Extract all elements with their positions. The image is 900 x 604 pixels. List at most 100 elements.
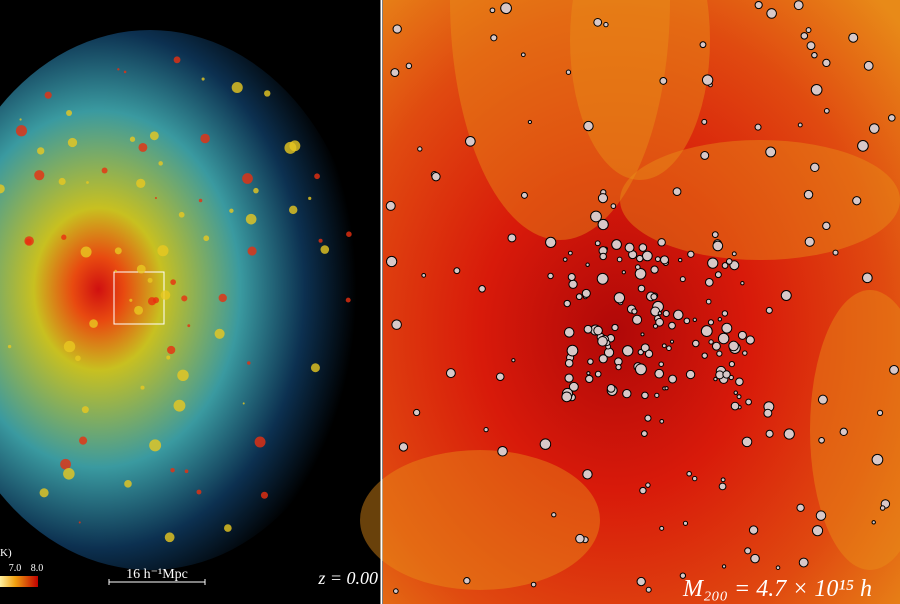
subhalo: [593, 325, 603, 336]
subhalo: [621, 270, 626, 275]
knot: [254, 436, 266, 448]
knot: [114, 247, 122, 255]
subhalo: [583, 324, 593, 334]
subhalo: [815, 510, 827, 521]
subhalo: [587, 358, 594, 365]
knot: [152, 297, 160, 304]
subhalo: [659, 418, 665, 424]
subhalo: [672, 187, 682, 197]
subhalo: [603, 21, 609, 28]
subhalo: [398, 442, 409, 452]
colorbar: [0, 576, 38, 587]
subhalo: [876, 409, 884, 417]
subhalo: [634, 267, 647, 280]
subhalo: [683, 317, 691, 325]
subhalo: [673, 309, 684, 321]
subhalo: [721, 310, 729, 317]
subhalo: [668, 374, 677, 384]
subhalo: [636, 576, 646, 587]
subhalo: [659, 76, 668, 85]
subhalo: [793, 0, 804, 11]
subhalo: [817, 394, 828, 405]
subhalo: [567, 250, 573, 256]
knot: [229, 208, 234, 213]
subhalo: [431, 172, 441, 182]
colorbar-tick: 7.0: [9, 563, 22, 574]
knot: [253, 187, 259, 194]
subhalo: [669, 339, 675, 344]
knot: [129, 298, 133, 302]
knot: [66, 110, 73, 117]
subhalo: [483, 427, 489, 433]
subhalo: [564, 358, 574, 368]
subhalo: [463, 577, 471, 585]
subhalo: [586, 371, 591, 376]
knot: [136, 264, 146, 274]
subhalo: [721, 262, 729, 269]
subhalo: [857, 140, 869, 152]
scale-bar: [108, 579, 206, 585]
filament: [450, 0, 670, 240]
subhalo: [728, 340, 739, 352]
subhalo: [783, 428, 795, 440]
knot: [231, 81, 243, 94]
knot: [160, 290, 171, 300]
subhalo: [520, 52, 526, 58]
subhalo: [766, 8, 777, 19]
knot: [114, 269, 117, 273]
subhalo: [650, 265, 659, 274]
subhalo: [545, 236, 557, 249]
subhalo: [624, 242, 635, 253]
subhalo: [565, 69, 572, 75]
filament: [360, 450, 600, 590]
knot: [123, 70, 127, 74]
knot: [318, 238, 323, 243]
subhalo: [657, 311, 662, 316]
knot: [129, 136, 136, 142]
subhalo: [593, 17, 603, 27]
subhalo: [660, 255, 670, 265]
subhalo: [564, 373, 574, 383]
knot: [289, 205, 298, 215]
subhalo: [489, 7, 496, 14]
subhalo: [765, 306, 773, 314]
subhalo: [638, 243, 648, 252]
subhalo: [731, 251, 737, 257]
filament: [620, 140, 900, 260]
knot: [39, 488, 49, 498]
subhalo: [583, 120, 594, 132]
subhalo: [527, 119, 533, 125]
knot: [178, 211, 185, 218]
knot: [7, 344, 12, 349]
subhalo: [811, 525, 824, 537]
subhalo: [832, 249, 839, 256]
subhalo: [692, 475, 698, 482]
subhalo: [641, 430, 648, 437]
subhalo: [634, 363, 647, 376]
subhalo: [632, 314, 643, 325]
knot: [81, 406, 89, 414]
knot: [15, 125, 28, 137]
subhalo: [887, 114, 896, 122]
subhalo: [575, 293, 583, 301]
subhalo: [585, 262, 590, 267]
knot: [147, 277, 153, 283]
subhalo: [613, 292, 626, 304]
knot: [101, 167, 108, 174]
subhalo: [582, 469, 593, 480]
subhalo: [568, 381, 579, 392]
knot: [310, 363, 320, 373]
subhalo: [500, 2, 512, 15]
subhalo: [818, 436, 825, 444]
knot: [200, 133, 210, 144]
subhalo: [701, 352, 708, 359]
knot: [196, 489, 202, 495]
subhalo: [611, 239, 622, 250]
subhalo: [686, 470, 692, 477]
scale-bar-label: 16 h⁻¹Mpc: [126, 567, 188, 582]
subhalo: [594, 240, 601, 247]
subhalo: [385, 255, 398, 268]
knot: [214, 328, 225, 339]
subhalo: [728, 360, 735, 368]
subhalo: [563, 299, 571, 308]
